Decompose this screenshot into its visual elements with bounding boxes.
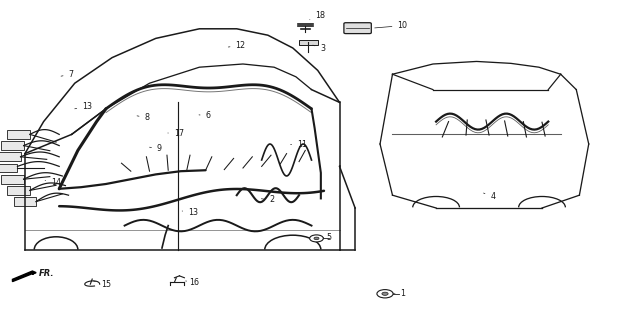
Bar — [0, 164, 17, 172]
Text: 11: 11 — [290, 140, 307, 149]
FancyBboxPatch shape — [344, 23, 371, 34]
Text: 15: 15 — [93, 280, 111, 289]
Circle shape — [382, 292, 388, 295]
Text: 9: 9 — [150, 144, 162, 153]
Text: 7: 7 — [61, 70, 74, 79]
Bar — [7, 130, 30, 139]
Text: 1: 1 — [393, 289, 406, 298]
Bar — [1, 175, 24, 184]
Text: 8: 8 — [137, 113, 150, 122]
Text: 2: 2 — [261, 196, 274, 204]
Text: 13: 13 — [75, 102, 92, 111]
Bar — [7, 186, 30, 195]
Bar — [299, 40, 318, 45]
Text: 18: 18 — [310, 11, 325, 20]
Bar — [0, 152, 21, 161]
Circle shape — [377, 290, 393, 298]
Text: 5: 5 — [323, 233, 331, 242]
Text: 13: 13 — [182, 208, 198, 217]
Polygon shape — [12, 271, 36, 282]
Text: 16: 16 — [186, 278, 199, 287]
Bar — [14, 197, 36, 206]
Text: 3: 3 — [313, 44, 325, 53]
Bar — [1, 141, 24, 150]
Circle shape — [310, 235, 323, 242]
Text: 17: 17 — [168, 129, 184, 138]
Text: FR.: FR. — [39, 269, 55, 278]
Text: 12: 12 — [228, 41, 245, 50]
Text: 4: 4 — [483, 192, 495, 201]
Text: 14: 14 — [45, 178, 61, 187]
Text: 6: 6 — [199, 111, 211, 120]
Circle shape — [314, 237, 319, 240]
Text: 10: 10 — [374, 21, 407, 30]
